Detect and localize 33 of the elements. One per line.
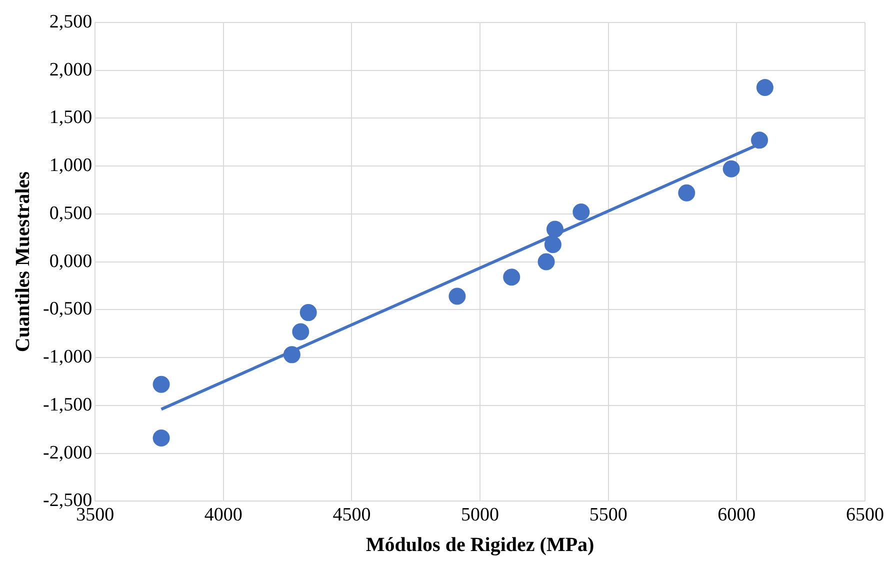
point <box>292 323 310 340</box>
point <box>538 253 555 270</box>
y-tick-label: 2,500 <box>49 11 92 32</box>
x-tick-label: 6500 <box>846 504 884 526</box>
point <box>756 79 774 96</box>
point <box>152 430 170 446</box>
y-tick-label: 0,000 <box>49 250 92 272</box>
point <box>283 346 300 364</box>
point <box>448 288 466 305</box>
y-tick-label: -2,000 <box>43 442 92 464</box>
point <box>544 236 562 254</box>
point <box>572 204 590 221</box>
x-tick-label: 5000 <box>461 504 500 526</box>
x-tick-label: 6000 <box>718 504 756 526</box>
point <box>300 304 317 322</box>
y-tick-label: -1,000 <box>43 346 92 368</box>
x-tick-label: 4000 <box>204 504 242 526</box>
point <box>503 268 520 286</box>
point <box>152 376 170 393</box>
x-axis-title: Módulos de Rigidez (MPa) <box>366 534 594 556</box>
y-axis-title: Cuantiles Muestrales <box>12 171 34 352</box>
y-tick-label: 1,000 <box>49 155 92 176</box>
x-tick-label: 5500 <box>589 504 628 526</box>
point <box>546 220 564 238</box>
point <box>722 160 740 178</box>
y-tick-label: 0,500 <box>49 202 92 224</box>
y-tick-label: 1,500 <box>49 107 92 128</box>
y-tick-label: -1,500 <box>43 394 92 416</box>
point <box>751 132 768 149</box>
y-tick-label: 2,000 <box>49 59 92 80</box>
x-tick-label: 4500 <box>332 504 371 526</box>
point <box>678 184 696 202</box>
y-tick-label: -0,500 <box>43 298 92 320</box>
